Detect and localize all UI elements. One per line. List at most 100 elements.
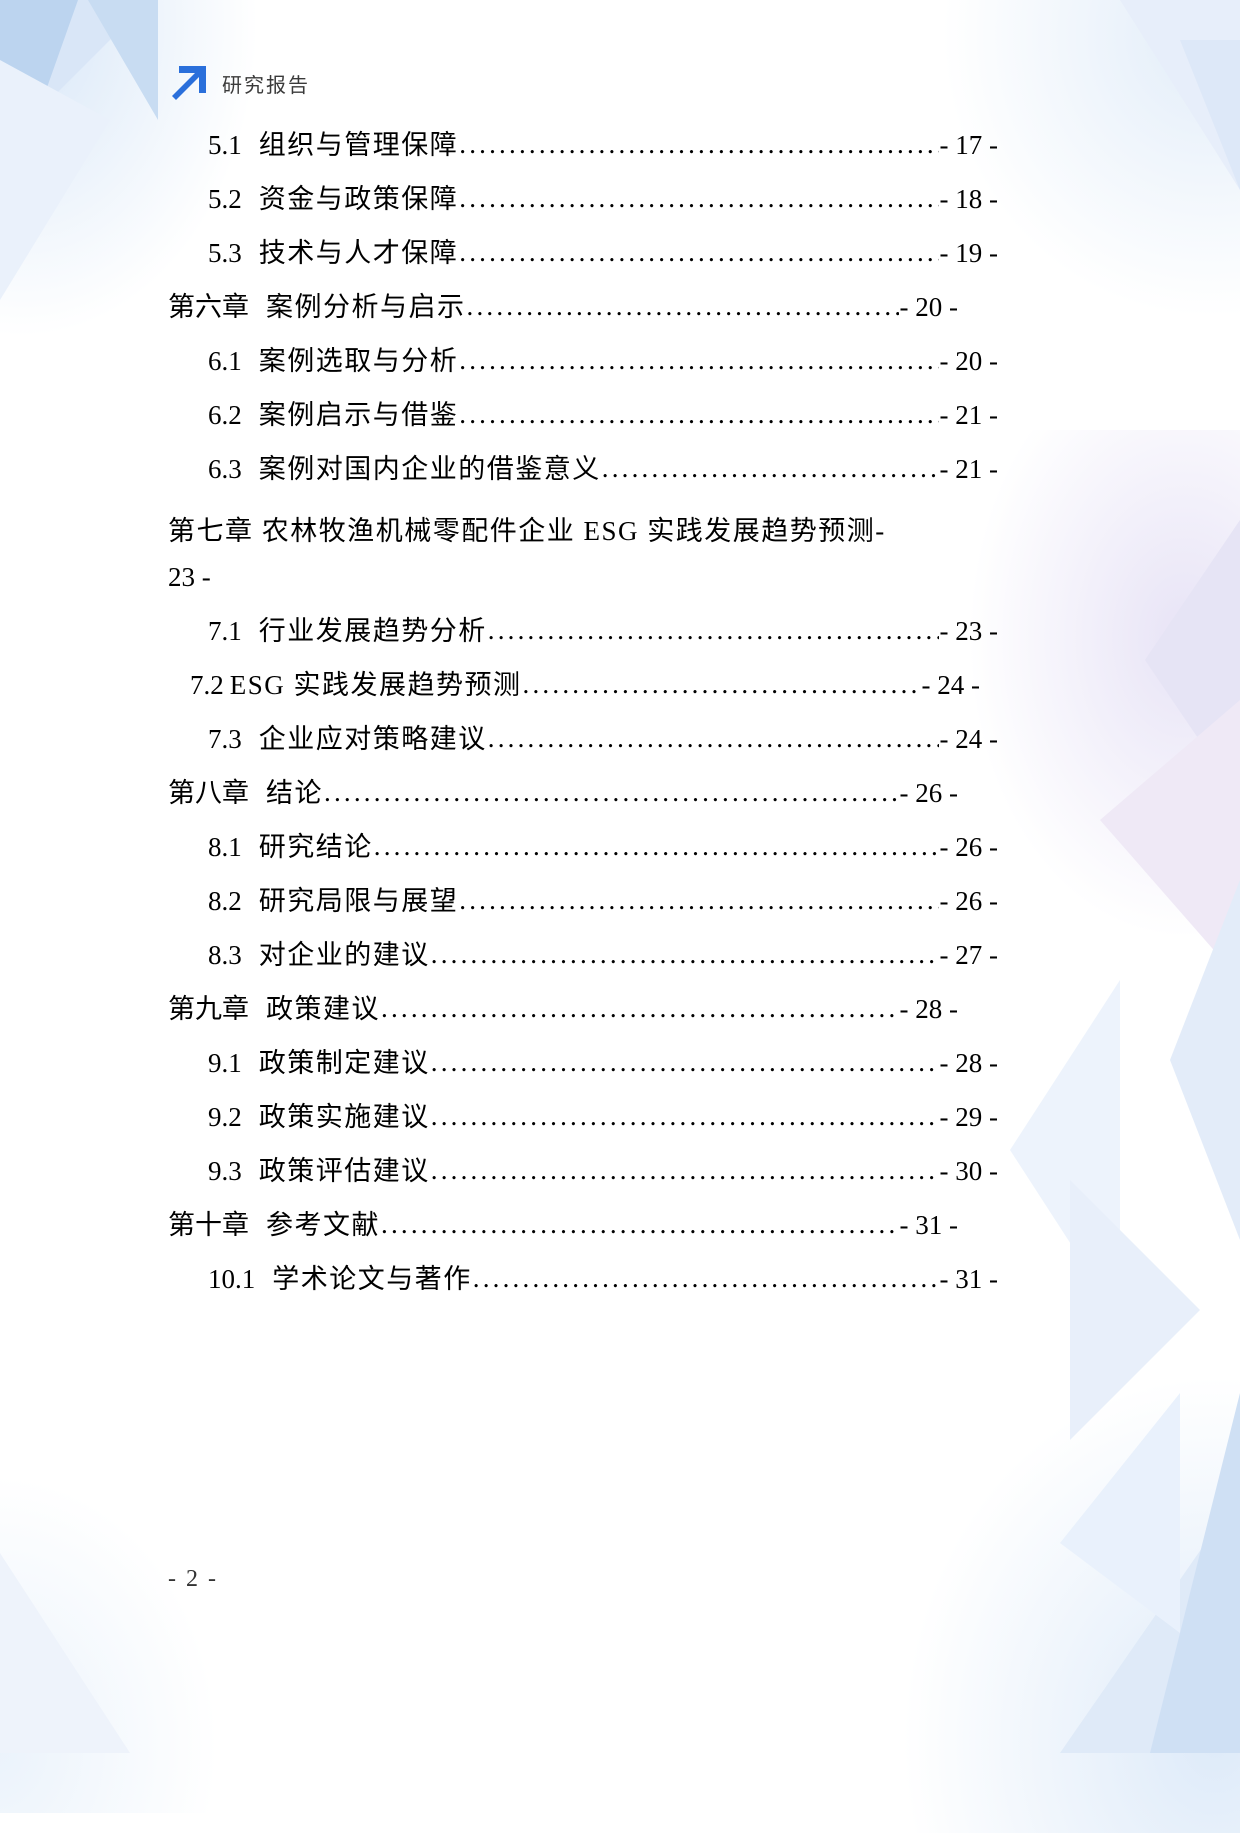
toc-number: 第九章	[168, 993, 249, 1024]
toc-number: 第六章	[168, 292, 249, 322]
toc-entry[interactable]: 8.3 对企业的建议 .............................…	[168, 939, 998, 970]
toc-title: 行业发展趋势分析	[258, 615, 487, 646]
toc-entry[interactable]: 5.2 资金与政策保障 ............................…	[168, 184, 998, 214]
toc-entry[interactable]: 6.1 案例选取与分析 ............................…	[168, 346, 998, 376]
toc-title: 政策建议	[266, 993, 380, 1024]
toc-title: 学术论文与著作	[272, 1263, 472, 1294]
toc-number: 7.1	[208, 615, 242, 646]
toc-leader-dots: ........................................…	[459, 131, 939, 158]
toc-title: 结论	[266, 777, 323, 808]
toc-page-number: - 20 -	[899, 292, 958, 322]
toc-title: 资金与政策保障	[258, 184, 459, 214]
toc-number: 8.3	[208, 939, 242, 970]
toc-leader-dots: ........................................…	[430, 940, 939, 968]
toc-leader-dots: ........................................…	[459, 886, 939, 914]
toc-entry-chapter[interactable]: 第十章 参考文献 ...............................…	[168, 1209, 958, 1240]
toc-number: 7.2	[190, 669, 224, 700]
document-page: 研究报告 5.1 组织与管理保障 .......................…	[168, 62, 998, 1592]
toc-page-number: - 26 -	[939, 885, 998, 916]
toc-leader-dots: ........................................…	[373, 832, 939, 860]
toc-number: 第八章	[168, 777, 249, 808]
toc-page-number: - 20 -	[939, 346, 998, 376]
toc-leader-dots: ........................................…	[324, 778, 899, 806]
toc-entry[interactable]: 10.1 学术论文与著作 ...........................…	[168, 1263, 998, 1294]
toc-entry-chapter-wrapped[interactable]: 第七章 农林牧渔机械零配件企业 ESG 实践发展趋势预测-	[168, 510, 958, 554]
toc-number: 5.1	[208, 130, 242, 160]
toc-leader-dots: ........................................…	[381, 1210, 899, 1238]
toc-entry[interactable]: 9.2 政策实施建议 .............................…	[168, 1101, 998, 1132]
toc-number: 6.3	[208, 454, 242, 484]
toc-leader-dots: ........................................…	[459, 239, 939, 266]
toc-wrapped-tail: 23 -	[168, 561, 958, 592]
toc-entry[interactable]: 7.2 ESG 实践发展趋势预测 .......................…	[168, 669, 980, 700]
toc-page-number: - 30 -	[939, 1155, 998, 1186]
page-footer: - 2 -	[168, 1566, 218, 1592]
toc-title: 技术与人才保障	[258, 238, 459, 268]
toc-page-number: - 26 -	[939, 831, 998, 862]
toc-title: 参考文献	[266, 1209, 380, 1240]
toc-title: 对企业的建议	[258, 939, 430, 970]
toc-leader-dots: ........................................…	[459, 401, 939, 428]
toc-leader-dots: ........................................…	[487, 616, 939, 644]
toc-page-number: - 18 -	[939, 184, 998, 214]
toc-entry[interactable]: 5.3 技术与人才保障 ............................…	[168, 238, 998, 268]
toc-title: 案例分析与启示	[266, 292, 466, 322]
toc-leader-dots: ........................................…	[487, 724, 939, 752]
toc-page-number: - 24 -	[939, 723, 998, 754]
toc-leader-dots: ........................................…	[472, 1264, 939, 1292]
toc-number: 5.3	[208, 238, 242, 268]
toc-entry[interactable]: 7.1 行业发展趋势分析 ...........................…	[168, 615, 998, 646]
arrow-up-right-icon	[168, 62, 210, 104]
toc-entry-chapter[interactable]: 第八章 结论 .................................…	[168, 777, 958, 808]
toc-number: 第十章	[168, 1209, 249, 1240]
toc-entry-chapter[interactable]: 第九章 政策建议 ...............................…	[168, 993, 958, 1024]
toc-leader-dots: ........................................…	[430, 1048, 939, 1076]
toc-entry-chapter[interactable]: 第六章 案例分析与启示 ............................…	[168, 292, 958, 322]
toc-title: 政策评估建议	[258, 1155, 430, 1186]
toc-entry[interactable]: 9.3 政策评估建议 .............................…	[168, 1155, 998, 1186]
toc-leader-dots: ........................................…	[430, 1156, 939, 1184]
toc-title: 政策制定建议	[258, 1047, 430, 1078]
toc-number: 9.3	[208, 1155, 242, 1186]
toc-wrapped-line-2: 23 -	[168, 561, 211, 592]
document-header: 研究报告	[168, 62, 310, 104]
toc-number: 9.2	[208, 1101, 242, 1132]
toc-entry[interactable]: 7.3 企业应对策略建议 ...........................…	[168, 723, 998, 754]
table-of-contents: 5.1 组织与管理保障 ............................…	[168, 131, 998, 1320]
toc-title: 研究结论	[258, 831, 373, 862]
toc-page-number: - 29 -	[939, 1101, 998, 1132]
toc-entry[interactable]: 8.1 研究结论 ...............................…	[168, 831, 998, 862]
toc-wrapped-line-1: 第七章 农林牧渔机械零配件企业 ESG 实践发展趋势预测-	[168, 516, 886, 546]
toc-page-number: - 27 -	[939, 939, 998, 970]
toc-number: 10.1	[208, 1263, 256, 1294]
toc-page-number: - 31 -	[899, 1209, 958, 1240]
toc-title: 案例启示与借鉴	[258, 400, 459, 430]
toc-title: ESG 实践发展趋势预测	[229, 669, 522, 700]
toc-title: 研究局限与展望	[258, 885, 459, 916]
toc-entry[interactable]: 6.2 案例启示与借鉴 ............................…	[168, 400, 998, 430]
toc-title: 案例选取与分析	[258, 346, 459, 376]
toc-number: 7.3	[208, 723, 242, 754]
toc-title: 组织与管理保障	[258, 130, 459, 160]
toc-entry[interactable]: 6.3 案例对国内企业的借鉴意义 .......................…	[168, 454, 998, 484]
toc-page-number: - 28 -	[899, 993, 958, 1024]
toc-number: 8.1	[208, 831, 242, 862]
toc-leader-dots: ........................................…	[522, 670, 921, 698]
toc-leader-dots: ........................................…	[381, 994, 899, 1022]
toc-page-number: - 28 -	[939, 1047, 998, 1078]
toc-leader-dots: ........................................…	[459, 347, 939, 374]
toc-number: 5.2	[208, 184, 242, 214]
toc-leader-dots: ........................................…	[466, 293, 899, 320]
toc-entry[interactable]: 8.2 研究局限与展望 ............................…	[168, 885, 998, 916]
toc-number: 6.1	[208, 346, 242, 376]
toc-page-number: - 23 -	[939, 615, 998, 646]
toc-page-number: - 26 -	[899, 777, 958, 808]
toc-leader-dots: ........................................…	[430, 1102, 939, 1130]
toc-page-number: - 31 -	[939, 1263, 998, 1294]
brand-label: 研究报告	[222, 74, 310, 97]
toc-page-number: - 21 -	[939, 400, 998, 430]
toc-number: 6.2	[208, 400, 242, 430]
toc-title: 政策实施建议	[258, 1101, 430, 1132]
toc-entry[interactable]: 9.1 政策制定建议 .............................…	[168, 1047, 998, 1078]
toc-entry[interactable]: 5.1 组织与管理保障 ............................…	[168, 130, 998, 160]
